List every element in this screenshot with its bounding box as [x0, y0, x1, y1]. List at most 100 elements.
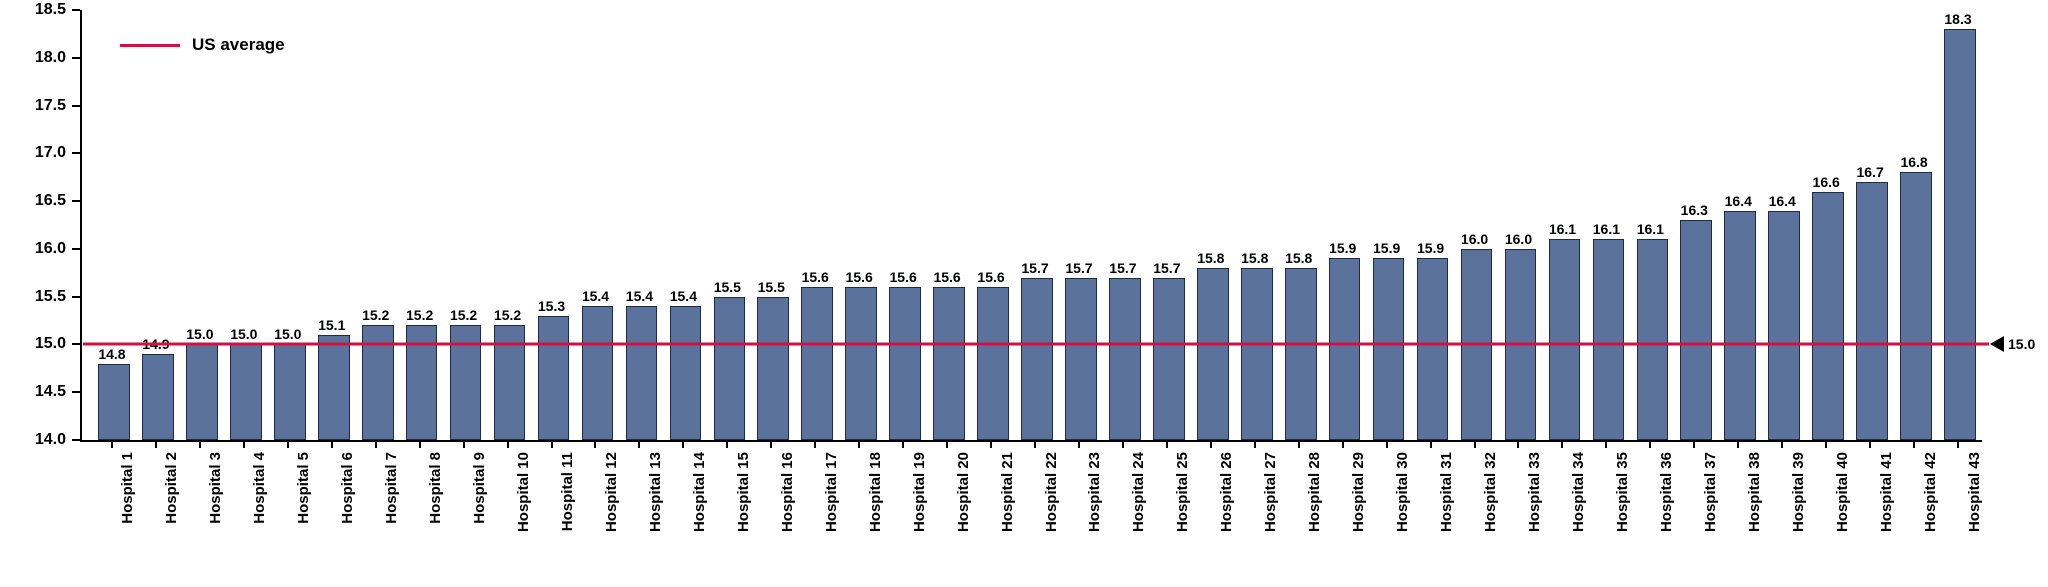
x-category-label: Hospital 35: [1614, 452, 1631, 552]
bar: [626, 306, 658, 440]
bar-value-label: 15.8: [1241, 250, 1268, 266]
x-tick: [243, 440, 245, 448]
x-category-label: Hospital 25: [1174, 452, 1191, 552]
bar: [1768, 211, 1800, 440]
y-tick-label: 17.5: [0, 97, 66, 115]
x-category-label: Hospital 11: [559, 452, 576, 552]
x-category-label: Hospital 41: [1878, 452, 1895, 552]
reference-line-label: 15.0: [2008, 336, 2035, 352]
bar: [1065, 278, 1097, 440]
bar: [1197, 268, 1229, 440]
plot-area: [80, 10, 1982, 442]
legend-label: US average: [192, 35, 285, 55]
x-tick: [551, 440, 553, 448]
legend-swatch: [120, 44, 180, 47]
bar-value-label: 15.7: [1065, 260, 1092, 276]
x-category-label: Hospital 13: [647, 452, 664, 552]
hospital-bar-chart: 14.014.515.015.516.016.517.017.518.018.5…: [0, 0, 2048, 587]
bar: [1109, 278, 1141, 440]
x-category-label: Hospital 12: [603, 452, 620, 552]
bar-value-label: 16.3: [1681, 202, 1708, 218]
x-tick: [1913, 440, 1915, 448]
bar: [670, 306, 702, 440]
bar: [1724, 211, 1756, 440]
bar-value-label: 15.8: [1285, 250, 1312, 266]
x-category-label: Hospital 42: [1922, 452, 1939, 552]
y-tick: [72, 248, 80, 250]
bar: [889, 287, 921, 440]
x-tick: [155, 440, 157, 448]
x-category-label: Hospital 1: [119, 452, 136, 552]
bar-value-label: 15.7: [1153, 260, 1180, 276]
y-tick: [72, 343, 80, 345]
bar-value-label: 15.0: [230, 326, 257, 342]
x-tick: [726, 440, 728, 448]
x-tick: [287, 440, 289, 448]
bar: [230, 344, 262, 440]
bar-value-label: 15.7: [1021, 260, 1048, 276]
bar: [318, 335, 350, 440]
bar-value-label: 15.4: [670, 288, 697, 304]
bar-value-label: 15.6: [802, 269, 829, 285]
bar: [98, 364, 130, 440]
x-tick: [1605, 440, 1607, 448]
x-tick: [1561, 440, 1563, 448]
x-category-label: Hospital 3: [207, 452, 224, 552]
x-category-label: Hospital 15: [735, 452, 752, 552]
x-tick: [594, 440, 596, 448]
reference-line: [83, 343, 1989, 346]
x-category-label: Hospital 7: [383, 452, 400, 552]
x-tick: [770, 440, 772, 448]
bar-value-label: 15.7: [1109, 260, 1136, 276]
y-tick: [72, 391, 80, 393]
bar-value-label: 18.3: [1944, 11, 1971, 27]
bar-value-label: 15.6: [933, 269, 960, 285]
bar: [1329, 258, 1361, 440]
y-tick: [72, 105, 80, 107]
bar: [1241, 268, 1273, 440]
x-tick: [1386, 440, 1388, 448]
x-category-label: Hospital 10: [515, 452, 532, 552]
bar-value-label: 15.9: [1329, 240, 1356, 256]
x-tick: [638, 440, 640, 448]
bar: [186, 344, 218, 440]
x-tick: [1122, 440, 1124, 448]
x-category-label: Hospital 43: [1966, 452, 1983, 552]
x-tick: [1781, 440, 1783, 448]
bar: [714, 297, 746, 440]
bar-value-label: 16.8: [1900, 154, 1927, 170]
x-category-label: Hospital 2: [163, 452, 180, 552]
x-category-label: Hospital 16: [779, 452, 796, 552]
y-tick: [72, 152, 80, 154]
x-tick: [682, 440, 684, 448]
bar-value-label: 15.6: [846, 269, 873, 285]
bar-value-label: 15.2: [362, 307, 389, 323]
bar: [933, 287, 965, 440]
x-tick: [1210, 440, 1212, 448]
x-tick: [902, 440, 904, 448]
x-category-label: Hospital 6: [339, 452, 356, 552]
x-tick: [1034, 440, 1036, 448]
y-tick-label: 14.5: [0, 383, 66, 401]
x-tick: [1825, 440, 1827, 448]
x-category-label: Hospital 8: [427, 452, 444, 552]
x-tick: [111, 440, 113, 448]
x-category-label: Hospital 34: [1570, 452, 1587, 552]
x-category-label: Hospital 39: [1790, 452, 1807, 552]
x-category-label: Hospital 24: [1130, 452, 1147, 552]
x-category-label: Hospital 18: [867, 452, 884, 552]
bar-value-label: 15.2: [494, 307, 521, 323]
bar-value-label: 15.2: [406, 307, 433, 323]
bar-value-label: 16.4: [1769, 193, 1796, 209]
bar-value-label: 16.1: [1593, 221, 1620, 237]
bar-value-label: 16.4: [1725, 193, 1752, 209]
y-tick-label: 18.0: [0, 49, 66, 67]
x-tick: [1298, 440, 1300, 448]
bar: [757, 297, 789, 440]
x-category-label: Hospital 23: [1086, 452, 1103, 552]
bar: [1373, 258, 1405, 440]
bar: [1637, 239, 1669, 440]
x-category-label: Hospital 20: [955, 452, 972, 552]
x-category-label: Hospital 33: [1526, 452, 1543, 552]
x-category-label: Hospital 4: [251, 452, 268, 552]
